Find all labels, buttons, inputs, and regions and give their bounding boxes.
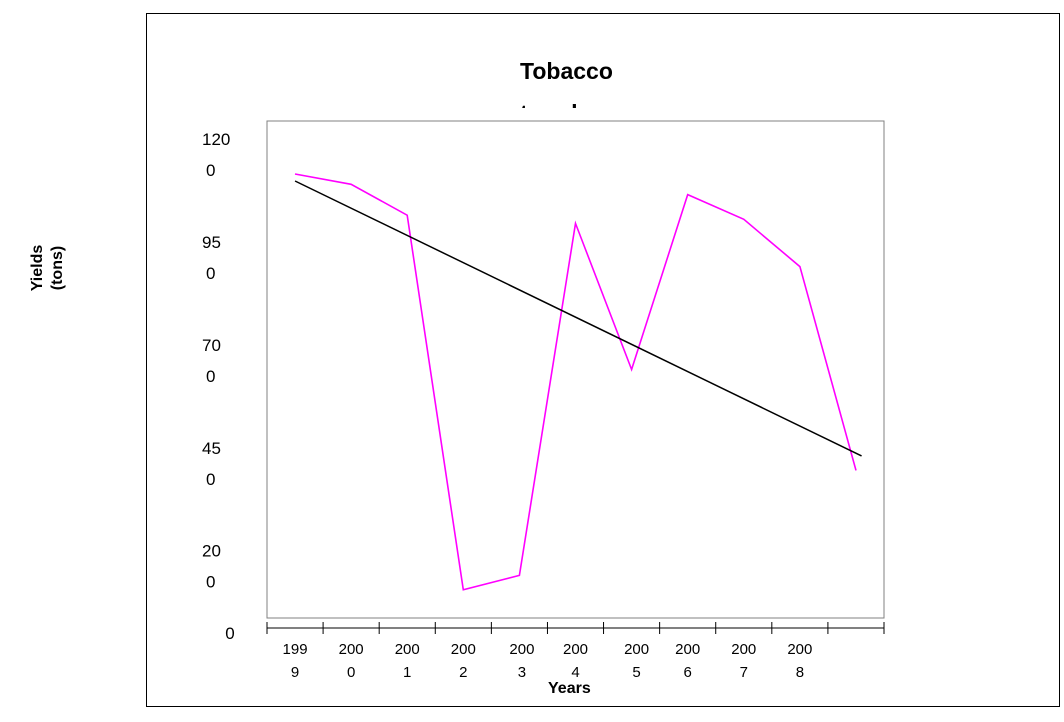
x-tick-label: 200 0 [339, 641, 364, 681]
axes [266, 622, 885, 634]
chart-title: Tobacco trends [520, 58, 613, 108]
x-tick-label: 200 1 [395, 641, 420, 681]
y-tick-label: 70 0 [202, 336, 221, 386]
x-axis-title: Years [548, 680, 591, 697]
x-tick-label: 200 2 [451, 641, 476, 681]
x-tick-label: 200 8 [787, 641, 812, 681]
x-tick-label: 200 5 [624, 641, 649, 681]
y-tick-label: 0 [225, 624, 234, 643]
x-tick-label: 200 4 [563, 641, 588, 681]
plot-area [266, 120, 885, 619]
x-tick-label: 199 9 [283, 641, 308, 681]
y-tick-label: 45 0 [202, 439, 221, 489]
y-tick-label: 20 0 [202, 542, 221, 592]
series-line [294, 173, 857, 591]
trendline [294, 180, 862, 457]
x-tick-label: 200 6 [675, 641, 700, 681]
series-group [294, 173, 862, 591]
y-tick-label: 95 0 [202, 233, 221, 283]
chart-frame [146, 13, 1060, 707]
y-axis-title: Yields (tons) [29, 244, 66, 292]
x-tick-label: 200 3 [509, 641, 534, 681]
y-tick-label: 120 0 [202, 130, 230, 180]
x-tick-label: 200 7 [731, 641, 756, 681]
